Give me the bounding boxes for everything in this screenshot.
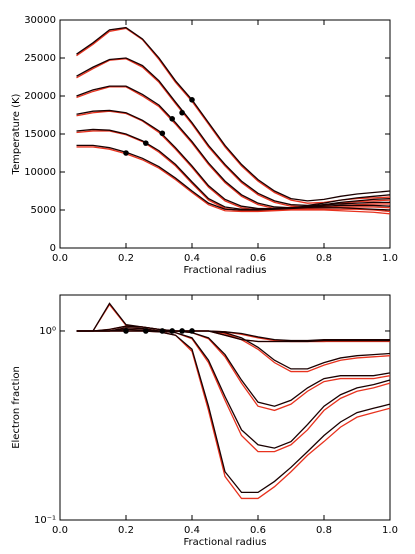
marker-point: [169, 328, 175, 334]
series-line: [76, 330, 391, 494]
y-tick-label: 25000: [24, 53, 56, 64]
y-tick-label: 15000: [24, 129, 56, 140]
plot-frame: [59, 294, 391, 521]
x-tick-label: 1.0: [382, 525, 398, 536]
y-axis-label: Temperature (K): [11, 93, 22, 175]
series-line: [76, 146, 391, 215]
y-tick-label: 5000: [31, 205, 56, 216]
series-line: [76, 57, 391, 207]
x-tick-label: 0.0: [52, 525, 68, 536]
y-tick-label: 20000: [24, 91, 56, 102]
x-tick-label: 0.4: [184, 525, 200, 536]
x-tick-label: 0.6: [250, 525, 266, 536]
x-tick-label: 0.8: [316, 525, 332, 536]
marker-point: [159, 328, 166, 334]
series-line: [76, 27, 391, 204]
x-tick-label: 0.2: [118, 525, 134, 536]
marker-point: [189, 97, 195, 103]
series-line: [76, 330, 391, 500]
series-line: [76, 328, 391, 453]
marker-point: [143, 328, 149, 334]
y-tick-label: 10⁻¹: [34, 515, 56, 526]
x-tick-label: 0.8: [316, 253, 332, 264]
y-tick-label: 10⁰: [39, 326, 56, 337]
series-line: [76, 328, 391, 449]
series-line: [76, 128, 391, 210]
series-line: [76, 86, 390, 210]
x-tick-label: 1.0: [382, 253, 398, 264]
series-line: [76, 325, 391, 370]
plot-frame: [59, 19, 391, 249]
marker-point: [179, 109, 185, 116]
series-line: [76, 85, 391, 209]
series-line: [76, 327, 391, 407]
marker-point: [159, 130, 166, 137]
y-tick-label: 10000: [24, 167, 56, 178]
y-tick-label: 30000: [24, 15, 56, 26]
marker-point: [123, 150, 129, 156]
marker-point: [143, 140, 149, 146]
x-axis-label: Fractional radius: [184, 265, 267, 276]
x-axis-label: Fractional radius: [184, 537, 267, 548]
y-axis-label: Electron fraction: [11, 366, 22, 449]
x-tick-label: 0.4: [184, 253, 200, 264]
series-line: [76, 109, 390, 210]
y-tick-label: 0: [50, 243, 56, 254]
series-line: [76, 26, 391, 202]
series-line: [76, 302, 390, 342]
x-tick-label: 0.6: [250, 253, 266, 264]
marker-point: [169, 116, 175, 122]
marker-point: [123, 328, 129, 334]
marker-point: [179, 328, 185, 334]
marker-point: [189, 328, 195, 334]
series-line: [76, 110, 391, 211]
x-tick-label: 0.2: [118, 253, 134, 264]
x-tick-label: 0.0: [52, 253, 68, 264]
